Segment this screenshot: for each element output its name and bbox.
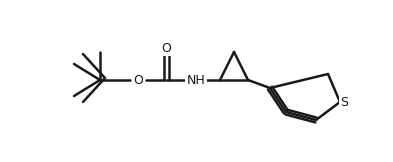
Text: NH: NH [187,74,206,87]
Text: O: O [161,41,171,54]
Text: S: S [340,96,348,109]
Text: O: O [133,74,143,87]
